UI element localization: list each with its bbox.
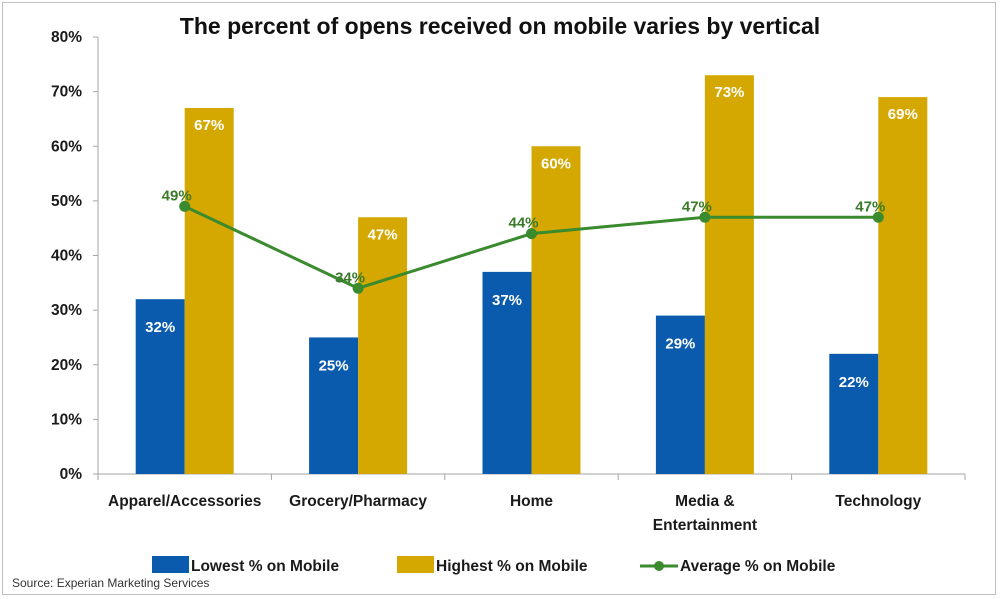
y-tick-label: 0% bbox=[60, 466, 83, 483]
bar-label-lowest: 25% bbox=[319, 357, 349, 374]
x-tick-label: Grocery/Pharmacy bbox=[289, 493, 427, 510]
bar-highest bbox=[531, 146, 581, 474]
average-label: 44% bbox=[508, 215, 538, 232]
y-tick-label: 60% bbox=[51, 138, 82, 155]
y-tick-label: 30% bbox=[51, 302, 82, 319]
bar-label-lowest: 29% bbox=[665, 336, 695, 353]
legend-label-average: Average % on Mobile bbox=[680, 558, 836, 575]
data-labels: 32% 67% 25% 47% 37% 60% 29% 73% 22% 69% 49% 34% 44% 4… bbox=[145, 84, 918, 391]
legend-label-highest: Highest % on Mobile bbox=[436, 558, 588, 575]
average-point bbox=[699, 211, 711, 223]
bar-lowest bbox=[829, 353, 879, 474]
bar-lowest bbox=[309, 337, 359, 474]
average-point bbox=[179, 200, 191, 212]
bar-label-highest: 69% bbox=[888, 106, 918, 123]
bar-label-lowest: 22% bbox=[839, 374, 869, 391]
bar-lowest bbox=[135, 299, 185, 474]
y-tick-label: 40% bbox=[51, 248, 82, 265]
chart-title: The percent of opens received on mobile … bbox=[180, 13, 820, 39]
average-label: 49% bbox=[162, 187, 192, 204]
y-tick-label: 50% bbox=[51, 193, 82, 210]
x-tick-label: Entertainment bbox=[653, 517, 757, 534]
average-point bbox=[872, 211, 884, 223]
average-label: 47% bbox=[682, 198, 712, 215]
bar-label-highest: 67% bbox=[194, 117, 224, 134]
source-note: Source: Experian Marketing Services bbox=[12, 576, 209, 590]
legend-swatch-lowest bbox=[152, 556, 189, 573]
bar-highest bbox=[878, 97, 928, 475]
x-axis-labels: Apparel/Accessories Grocery/Pharmacy Home M… bbox=[108, 493, 922, 534]
bar-highest bbox=[704, 75, 754, 475]
x-tick-label: Technology bbox=[835, 493, 921, 510]
average-line bbox=[179, 200, 884, 294]
y-tick-label: 70% bbox=[51, 84, 82, 101]
bar-label-highest: 60% bbox=[541, 155, 571, 172]
x-tick-label: Apparel/Accessories bbox=[108, 493, 261, 510]
legend-swatch-average-marker bbox=[654, 561, 664, 571]
average-point bbox=[526, 228, 537, 240]
x-tick-label: Home bbox=[510, 493, 553, 510]
legend-swatch-highest bbox=[397, 556, 434, 573]
bars bbox=[135, 75, 928, 475]
bar-label-highest: 73% bbox=[714, 84, 744, 101]
bar-lowest bbox=[482, 271, 532, 474]
bar-label-highest: 47% bbox=[368, 226, 398, 243]
y-tick-label: 10% bbox=[51, 411, 82, 428]
bar-label-lowest: 32% bbox=[145, 319, 175, 336]
average-label: 34% bbox=[335, 269, 365, 286]
average-label: 47% bbox=[855, 198, 885, 215]
average-point bbox=[352, 282, 364, 294]
legend: Lowest % on Mobile Highest % on Mobile Ave… bbox=[152, 556, 836, 575]
y-tick-label: 20% bbox=[51, 357, 82, 374]
bar-lowest bbox=[655, 315, 705, 474]
bar-highest bbox=[184, 108, 234, 474]
bar-highest bbox=[358, 217, 408, 474]
x-tick-label: Media & bbox=[675, 493, 734, 510]
axes: 0% 10% 20% 30% 40% 50% 60% 70% 80% bbox=[51, 29, 966, 483]
bar-label-lowest: 37% bbox=[492, 292, 522, 309]
y-tick-label: 80% bbox=[51, 29, 82, 46]
legend-label-lowest: Lowest % on Mobile bbox=[191, 558, 339, 575]
